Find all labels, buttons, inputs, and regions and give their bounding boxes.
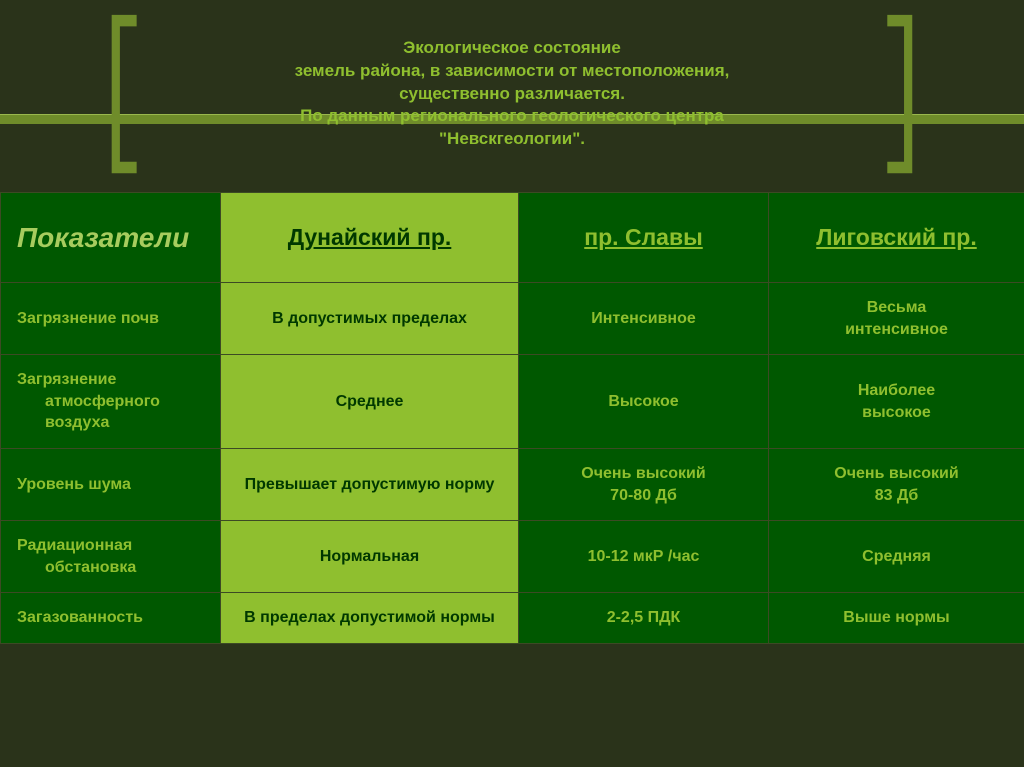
cell: Высокое [519, 355, 769, 449]
header-dunaysky: Дунайский пр. [221, 193, 519, 283]
header-ligovsky: Лиговский пр. [769, 193, 1024, 283]
cell: В допустимых пределах [221, 283, 519, 355]
table-header-row: Показатели Дунайский пр. пр. Славы Лигов… [1, 193, 1024, 283]
table-row: Загрязнение почвВ допустимых пределахИнт… [1, 283, 1024, 355]
cell: Выше нормы [769, 593, 1024, 644]
title-line: существенно различается. [399, 84, 625, 103]
title-line: земель района, в зависимости от местопол… [295, 61, 730, 80]
bracket-right: ] [875, 9, 931, 179]
cell: Превышает допустимую норму [221, 448, 519, 520]
table-container: Показатели Дунайский пр. пр. Славы Лигов… [0, 192, 1024, 644]
table-row: ЗагазованностьВ пределах допустимой норм… [1, 593, 1024, 644]
table-body: Загрязнение почвВ допустимых пределахИнт… [1, 283, 1024, 644]
row-label: Радиационнаяобстановка [1, 521, 221, 593]
cell: В пределах допустимой нормы [221, 593, 519, 644]
title-line: "Невскгеологии". [439, 129, 585, 148]
table-row: РадиационнаяобстановкаНормальная10-12 мк… [1, 521, 1024, 593]
data-table: Показатели Дунайский пр. пр. Славы Лигов… [0, 192, 1024, 644]
title-block: [ Экологическое состояние земель района,… [70, 14, 954, 174]
cell: Очень высокий 83 Дб [769, 448, 1024, 520]
cell: 2-2,5 ПДК [519, 593, 769, 644]
cell: Средняя [769, 521, 1024, 593]
cell: Очень высокий 70-80 Дб [519, 448, 769, 520]
slide-title: Экологическое состояние земель района, в… [172, 37, 852, 152]
cell: Наиболее высокое [769, 355, 1024, 449]
row-label: Загазованность [1, 593, 221, 644]
cell: Нормальная [221, 521, 519, 593]
table-row: Уровень шумаПревышает допустимую нормуОч… [1, 448, 1024, 520]
cell: Среднее [221, 355, 519, 449]
title-line: Экологическое состояние [403, 38, 621, 57]
header-slavy: пр. Славы [519, 193, 769, 283]
bracket-left: [ [93, 9, 149, 179]
table-row: ЗагрязнениеатмосферноговоздухаСреднееВыс… [1, 355, 1024, 449]
row-label: Загрязнениеатмосферноговоздуха [1, 355, 221, 449]
cell: 10-12 мкР /час [519, 521, 769, 593]
slide: [ Экологическое состояние земель района,… [0, 0, 1024, 767]
cell: Интенсивное [519, 283, 769, 355]
row-label: Загрязнение почв [1, 283, 221, 355]
cell: Весьма интенсивное [769, 283, 1024, 355]
row-label: Уровень шума [1, 448, 221, 520]
header-indicators: Показатели [1, 193, 221, 283]
title-line: По данным регионального геологического ц… [300, 106, 724, 125]
